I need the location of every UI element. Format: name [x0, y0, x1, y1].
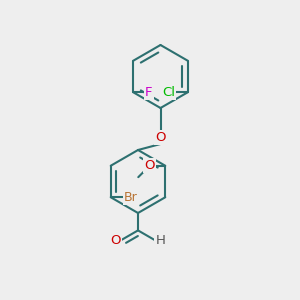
Text: H: H	[155, 234, 165, 247]
Text: Cl: Cl	[162, 86, 176, 99]
Text: Br: Br	[124, 191, 138, 204]
Text: O: O	[110, 234, 121, 247]
Text: O: O	[144, 159, 155, 172]
Text: F: F	[145, 86, 153, 99]
Text: O: O	[155, 131, 166, 144]
